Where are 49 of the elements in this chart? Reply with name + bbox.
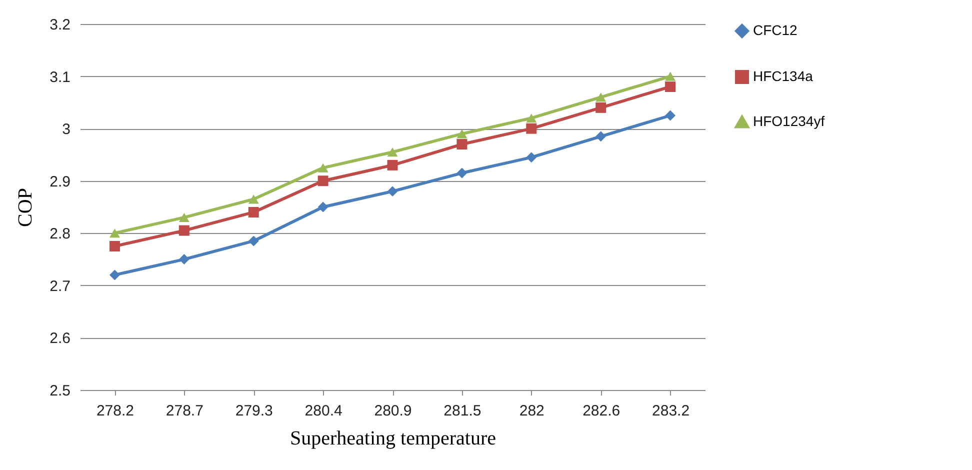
point (178, 225, 190, 236)
point (665, 82, 676, 92)
y-tick-label: 2.9 (50, 173, 70, 190)
y-tick-label: 2.6 (50, 330, 70, 348)
point (318, 163, 328, 172)
point (318, 176, 328, 186)
y-tick-label: 2.5 (50, 382, 70, 400)
point (526, 152, 537, 163)
point (178, 254, 190, 265)
y-tick-label: 2.8 (50, 226, 70, 243)
point (526, 123, 537, 134)
point (456, 129, 468, 138)
point (178, 212, 190, 222)
y-tick-label: 3.1 (50, 68, 70, 86)
point (387, 186, 398, 197)
point (248, 236, 259, 246)
point (318, 202, 328, 212)
point (248, 206, 259, 218)
point (387, 148, 398, 157)
point (526, 114, 537, 123)
point (109, 228, 120, 238)
point (387, 160, 398, 170)
point (596, 102, 606, 113)
point (596, 131, 606, 142)
point (665, 72, 676, 81)
legend-label: HFC134a (753, 68, 814, 84)
x-tick-label: 278.7 (166, 402, 204, 420)
y-axis-title: COP (14, 188, 37, 227)
x-tick-label: 283.2 (652, 402, 690, 420)
point (456, 139, 468, 150)
x-tick-label: 280.9 (374, 402, 412, 420)
point (665, 110, 676, 121)
y-tick-label: 3 (62, 121, 70, 138)
point (456, 168, 468, 178)
point (596, 92, 606, 102)
legend-label: HFO1234yf (753, 113, 825, 129)
x-tick-label: 282 (519, 402, 544, 420)
point (248, 194, 259, 204)
point (109, 240, 120, 252)
point (109, 270, 120, 280)
x-axis-title: Superheating temperature (290, 428, 496, 450)
x-tick-label: 282.6 (582, 402, 620, 420)
x-tick-label: 280.4 (304, 402, 342, 420)
x-tick-label: 278.2 (96, 402, 134, 420)
x-tick-label: 279.3 (235, 402, 273, 420)
legend-label: CFC12 (753, 22, 798, 38)
x-tick-label: 281.5 (444, 402, 482, 420)
y-tick-label: 2.7 (50, 278, 70, 295)
y-tick-label: 3.2 (50, 16, 70, 34)
